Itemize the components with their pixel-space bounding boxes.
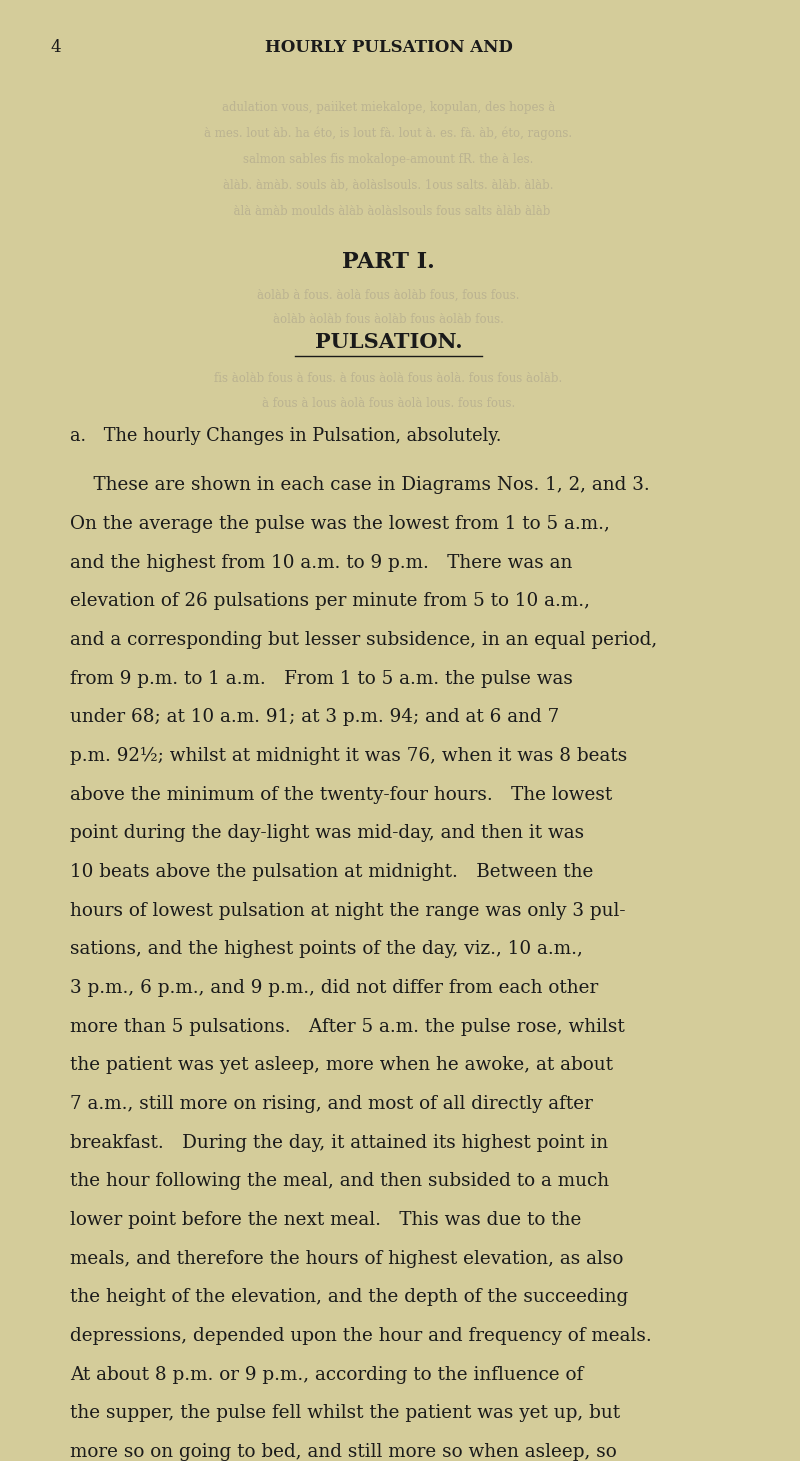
Text: PART I.: PART I. — [342, 251, 435, 273]
Text: 3 p.m., 6 p.m., and 9 p.m., did not differ from each other: 3 p.m., 6 p.m., and 9 p.m., did not diff… — [70, 979, 598, 996]
Text: PULSATION.: PULSATION. — [314, 332, 462, 352]
Text: depressions, depended upon the hour and frequency of meals.: depressions, depended upon the hour and … — [70, 1327, 652, 1346]
Text: à fous à lous àolà fous àolà lous. fous fous.: à fous à lous àolà fous àolà lous. fous … — [262, 397, 515, 411]
Text: hours of lowest pulsation at night the range was only 3 pul-: hours of lowest pulsation at night the r… — [70, 901, 626, 919]
Text: and a corresponding but lesser subsidence, in an equal period,: and a corresponding but lesser subsidenc… — [70, 631, 657, 649]
Text: 7 a.m., still more on rising, and most of all directly after: 7 a.m., still more on rising, and most o… — [70, 1094, 593, 1113]
Text: the hour following the meal, and then subsided to a much: the hour following the meal, and then su… — [70, 1172, 609, 1191]
Text: àolàb àolàb fous àolàb fous àolàb fous.: àolàb àolàb fous àolàb fous àolàb fous. — [273, 313, 504, 326]
Text: above the minimum of the twenty-four hours. The lowest: above the minimum of the twenty-four hou… — [70, 786, 612, 804]
Text: more than 5 pulsations. After 5 a.m. the pulse rose, whilst: more than 5 pulsations. After 5 a.m. the… — [70, 1018, 625, 1036]
Text: salmon sables fis mokalope-amount fR. the à les.: salmon sables fis mokalope-amount fR. th… — [243, 153, 534, 167]
Text: àolàb à fous. àolà fous àolàb fous, fous fous.: àolàb à fous. àolà fous àolàb fous, fous… — [258, 289, 520, 301]
Text: and the highest from 10 a.m. to 9 p.m. There was an: and the highest from 10 a.m. to 9 p.m. T… — [70, 554, 572, 571]
Text: p.m. 92½; whilst at midnight it was 76, when it was 8 beats: p.m. 92½; whilst at midnight it was 76, … — [70, 747, 627, 766]
Text: à mes. lout àb. ha éto, is lout fà. lout à. es. fà. àb, éto, ragons.: à mes. lout àb. ha éto, is lout fà. lout… — [205, 127, 573, 140]
Text: At about 8 p.m. or 9 p.m., according to the influence of: At about 8 p.m. or 9 p.m., according to … — [70, 1366, 583, 1384]
Text: breakfast. During the day, it attained its highest point in: breakfast. During the day, it attained i… — [70, 1134, 608, 1151]
Text: under 68; at 10 a.m. 91; at 3 p.m. 94; and at 6 and 7: under 68; at 10 a.m. 91; at 3 p.m. 94; a… — [70, 709, 559, 726]
Text: a. The hourly Changes in Pulsation, absolutely.: a. The hourly Changes in Pulsation, abso… — [70, 427, 502, 446]
Text: the supper, the pulse fell whilst the patient was yet up, but: the supper, the pulse fell whilst the pa… — [70, 1404, 620, 1423]
Text: 4: 4 — [50, 39, 61, 56]
Text: point during the day-light was mid-day, and then it was: point during the day-light was mid-day, … — [70, 824, 584, 842]
Text: sations, and the highest points of the day, viz., 10 a.m.,: sations, and the highest points of the d… — [70, 941, 583, 958]
Text: the patient was yet asleep, more when he awoke, at about: the patient was yet asleep, more when he… — [70, 1056, 613, 1074]
Text: more so on going to bed, and still more so when asleep, so: more so on going to bed, and still more … — [70, 1443, 617, 1461]
Text: 10 beats above the pulsation at midnight. Between the: 10 beats above the pulsation at midnight… — [70, 863, 594, 881]
Text: On the average the pulse was the lowest from 1 to 5 a.m.,: On the average the pulse was the lowest … — [70, 514, 610, 533]
Text: adulation vous, paiiket miekalope, kopulan, des hopes à: adulation vous, paiiket miekalope, kopul… — [222, 101, 555, 114]
Text: àlà àmàb moulds àlàb àolàslsouls fous salts àlàb àlàb: àlà àmàb moulds àlàb àolàslsouls fous sa… — [226, 205, 550, 218]
Text: HOURLY PULSATION AND: HOURLY PULSATION AND — [265, 39, 513, 56]
Text: meals, and therefore the hours of highest elevation, as also: meals, and therefore the hours of highes… — [70, 1249, 623, 1268]
Text: àlàb. àmàb. souls àb, àolàslsouls. 1ous salts. àlàb. àlàb.: àlàb. àmàb. souls àb, àolàslsouls. 1ous … — [223, 178, 554, 191]
Text: fis àolàb fous à fous. à fous àolà fous àolà. fous fous àolàb.: fis àolàb fous à fous. à fous àolà fous … — [214, 373, 562, 386]
Text: elevation of 26 pulsations per minute from 5 to 10 a.m.,: elevation of 26 pulsations per minute fr… — [70, 592, 590, 611]
Text: from 9 p.m. to 1 a.m. From 1 to 5 a.m. the pulse was: from 9 p.m. to 1 a.m. From 1 to 5 a.m. t… — [70, 669, 573, 688]
Text: lower point before the next meal. This was due to the: lower point before the next meal. This w… — [70, 1211, 582, 1229]
Text: These are shown in each case in Diagrams Nos. 1, 2, and 3.: These are shown in each case in Diagrams… — [70, 476, 650, 494]
Text: the height of the elevation, and the depth of the succeeding: the height of the elevation, and the dep… — [70, 1289, 628, 1306]
